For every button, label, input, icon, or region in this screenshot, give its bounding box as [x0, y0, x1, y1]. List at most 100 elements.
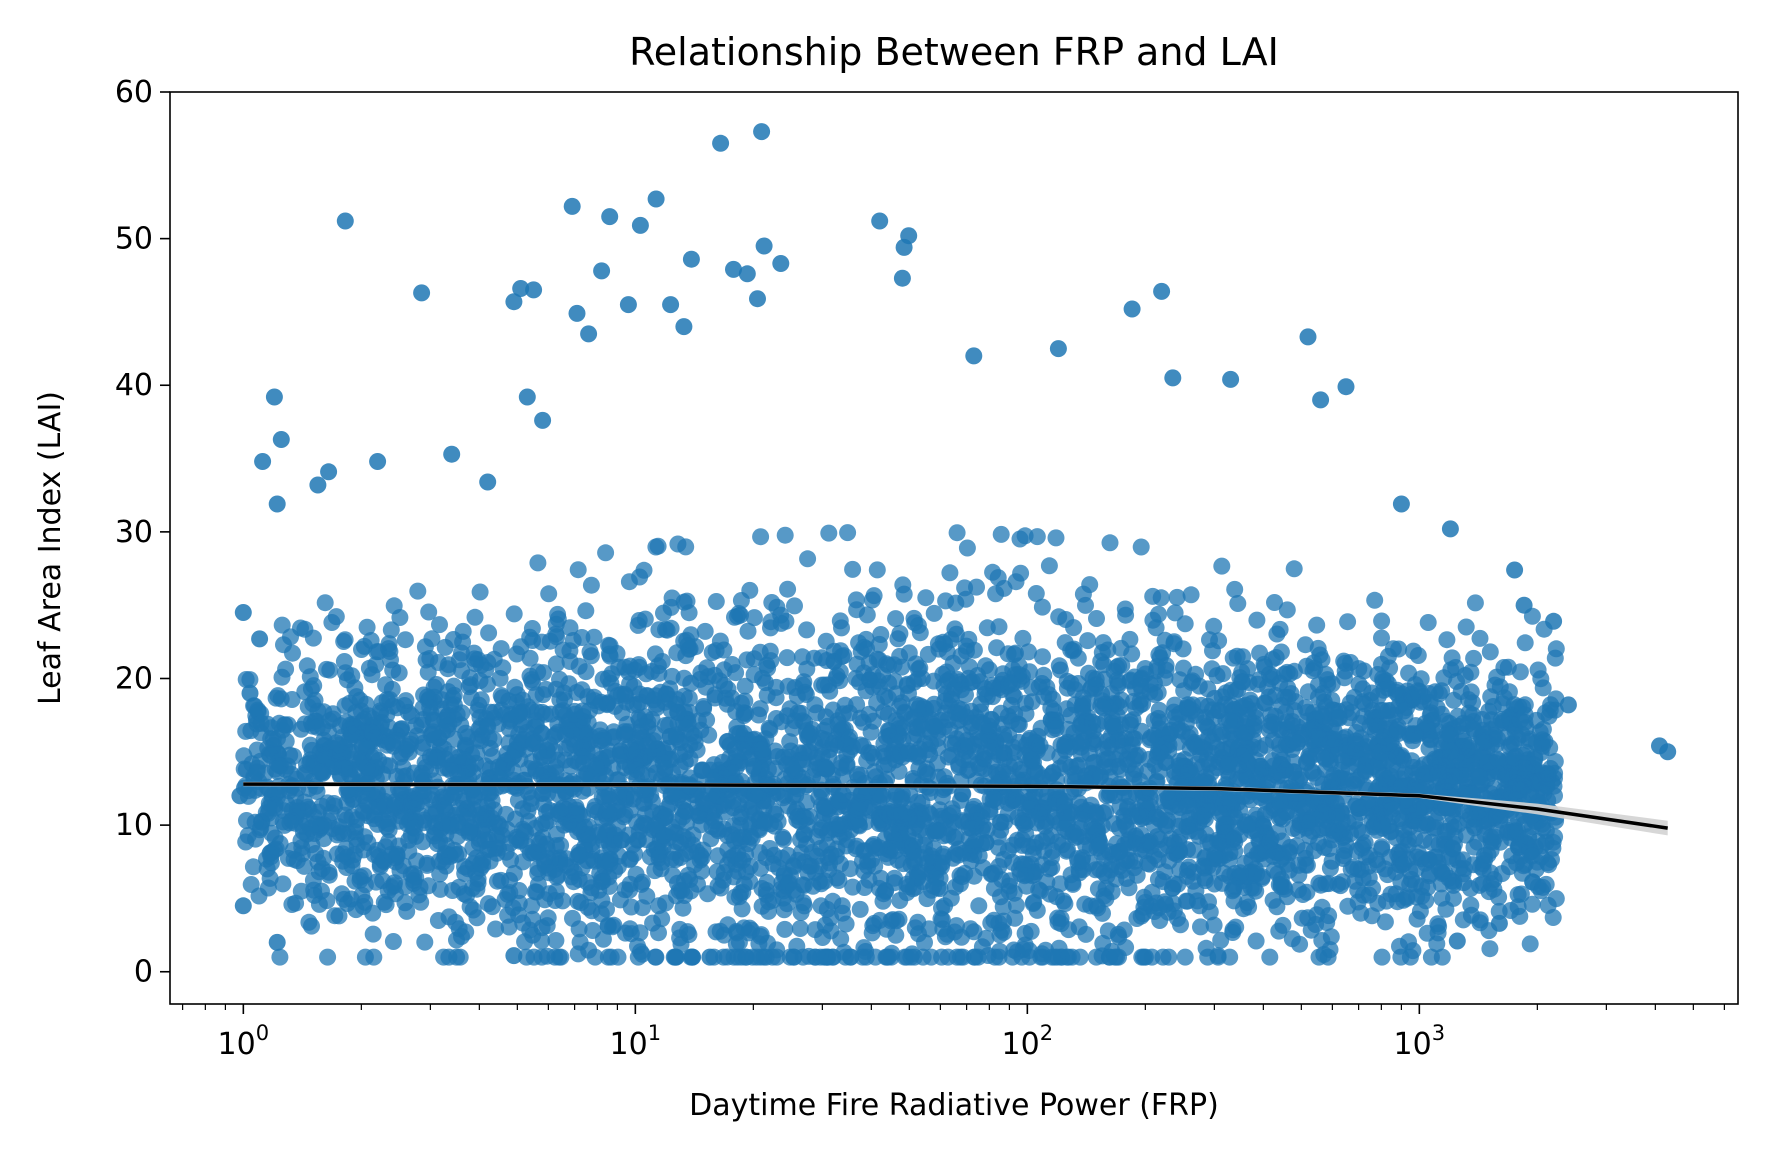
scatter-point [745, 609, 763, 627]
scatter-point [419, 877, 437, 895]
scatter-point [822, 909, 840, 927]
scatter-point [378, 818, 396, 836]
scatter-point [487, 920, 505, 938]
scatter-point [1023, 679, 1041, 697]
scatter-point [540, 885, 558, 903]
scatter-point [970, 897, 988, 915]
scatter-point [1009, 809, 1027, 827]
scatter-point [1176, 615, 1194, 633]
scatter-point [1293, 909, 1311, 927]
scatter-point [450, 878, 468, 896]
scatter-point [383, 845, 400, 863]
scatter-point [1470, 768, 1488, 786]
scatter-point [478, 675, 496, 693]
scatter-point [838, 755, 856, 773]
scatter-point [1369, 856, 1387, 873]
scatter-point [606, 862, 624, 880]
scatter-point [1481, 643, 1499, 661]
scatter-point [529, 554, 547, 572]
scatter-point [992, 525, 1010, 543]
scatter-point [665, 843, 683, 861]
scatter-point [752, 926, 770, 944]
scatter-point [957, 686, 974, 704]
scatter-point [1047, 711, 1065, 729]
scatter-point [1476, 851, 1493, 869]
scatter-point [1299, 683, 1317, 701]
scatter-point [908, 726, 926, 744]
scatter-point [980, 717, 998, 735]
scatter-point [1056, 796, 1073, 814]
scatter-point [447, 846, 465, 864]
scatter-point [1050, 608, 1068, 626]
scatter-point [298, 756, 315, 774]
scatter-point [1220, 711, 1238, 729]
scatter-point [718, 791, 736, 809]
scatter-point [1132, 538, 1150, 556]
scatter-point [1516, 634, 1534, 652]
scatter-point [1163, 879, 1181, 897]
scatter-point [1435, 669, 1453, 687]
scatter-point [711, 922, 729, 940]
scatter-point [1390, 640, 1408, 658]
scatter-point [521, 628, 539, 646]
scatter-point [569, 561, 587, 579]
scatter-point [675, 687, 693, 705]
scatter-point [355, 867, 373, 885]
scatter-point [698, 659, 716, 677]
scatter-point [1270, 809, 1288, 827]
scatter-point [716, 677, 733, 694]
scatter-point [517, 823, 535, 841]
scatter-point [893, 658, 911, 676]
scatter-point [1455, 860, 1473, 878]
scatter-point [776, 920, 794, 938]
scatter-point [273, 668, 291, 686]
scatter-point [338, 859, 356, 876]
scatter-point [733, 900, 751, 918]
scatter-point [730, 605, 748, 622]
scatter-point [911, 624, 929, 642]
scatter-point [1312, 876, 1330, 894]
scatter-point [573, 681, 591, 699]
scatter-point [1306, 659, 1324, 677]
scatter-point [453, 662, 471, 680]
scatter-point [400, 842, 418, 860]
scatter-point [388, 767, 406, 785]
scatter-point [582, 576, 600, 594]
scatter-point [1136, 893, 1154, 911]
scatter-point [562, 858, 579, 876]
scatter-point [235, 747, 253, 765]
scatter-point [1261, 948, 1279, 966]
scatter-point [1196, 869, 1214, 887]
scatter-point [315, 830, 333, 848]
scatter-point [646, 816, 664, 834]
scatter-point [1335, 652, 1353, 670]
scatter-point [806, 948, 824, 966]
scatter-point [1443, 649, 1461, 667]
scatter-point [925, 604, 943, 622]
scatter-point [600, 645, 618, 663]
scatter-point [1466, 594, 1484, 612]
scatter-point [457, 724, 475, 742]
scatter-point [258, 860, 276, 878]
scatter-point [284, 644, 301, 662]
scatter-point [864, 666, 882, 684]
scatter-point [727, 758, 745, 776]
scatter-point [1079, 632, 1097, 650]
scatter-point [978, 619, 996, 637]
scatter-point [547, 655, 565, 673]
scatter-point [812, 897, 830, 915]
scatter-point [525, 734, 543, 752]
scatter-point [1523, 895, 1541, 913]
scatter-point [819, 676, 837, 694]
scatter-point [1428, 699, 1446, 717]
scatter-point [323, 614, 341, 631]
scatter-point [571, 846, 589, 864]
scatter-point [836, 696, 854, 714]
scatter-point [445, 677, 463, 695]
scatter-point [421, 698, 439, 716]
scatter-point [600, 787, 618, 805]
scatter-point [671, 920, 689, 938]
scatter-point [1144, 611, 1162, 629]
scatter-point [1047, 529, 1065, 547]
scatter-point [364, 925, 382, 943]
